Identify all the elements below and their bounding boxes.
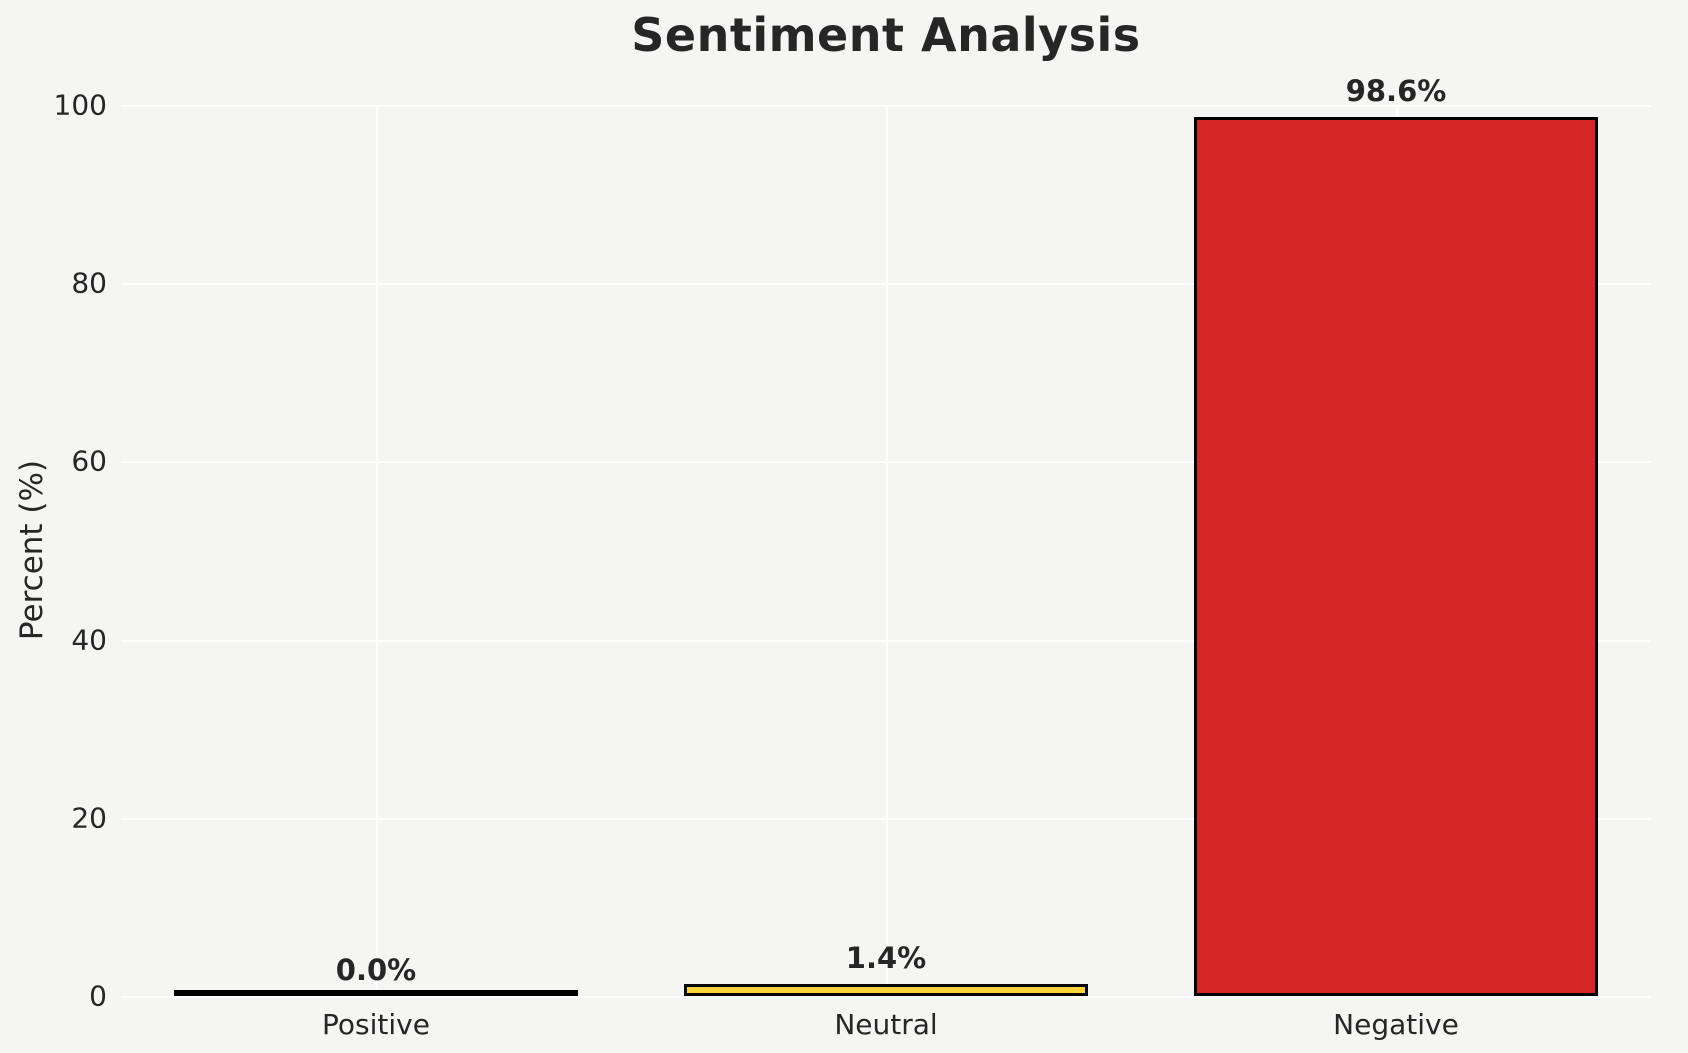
plot-area: 0.0% 1.4% 98.6% bbox=[121, 74, 1651, 998]
y-tick-label: 100 bbox=[53, 88, 107, 122]
y-tick-label: 80 bbox=[71, 266, 107, 300]
y-tick-label: 60 bbox=[71, 444, 107, 478]
x-tick-label: Positive bbox=[322, 1008, 430, 1041]
y-gridline bbox=[121, 996, 1651, 998]
y-tick-label: 20 bbox=[71, 801, 107, 835]
bar-negative bbox=[1194, 117, 1598, 996]
bar-positive bbox=[174, 990, 578, 996]
y-axis-label: Percent (%) bbox=[14, 459, 50, 641]
bar-value-label: 98.6% bbox=[1345, 74, 1447, 109]
bar-neutral bbox=[684, 983, 1088, 996]
y-tick-label: 40 bbox=[71, 623, 107, 657]
bar-value-label: 0.0% bbox=[335, 953, 417, 987]
chart-title: Sentiment Analysis bbox=[631, 8, 1141, 62]
bar-value-label: 1.4% bbox=[845, 940, 927, 975]
x-gridline bbox=[376, 105, 378, 996]
x-gridline bbox=[886, 105, 888, 996]
x-tick-label: Negative bbox=[1333, 1008, 1459, 1041]
x-tick-label: Neutral bbox=[834, 1008, 938, 1041]
y-tick-label: 0 bbox=[89, 979, 107, 1013]
